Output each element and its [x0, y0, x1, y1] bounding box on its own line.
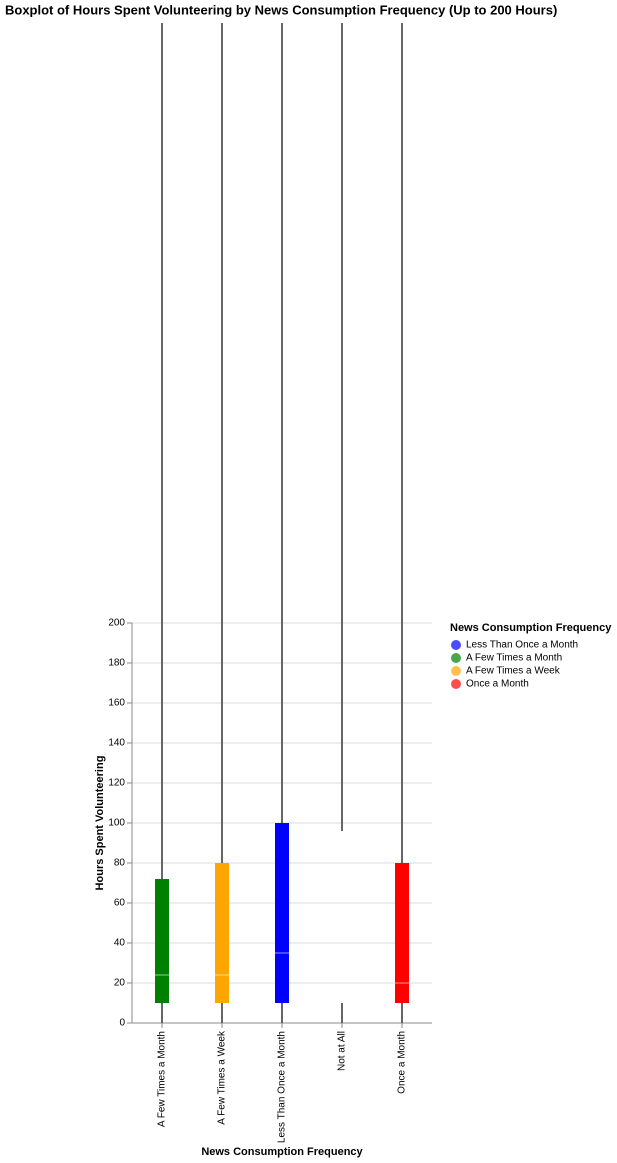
- legend-swatch: [451, 679, 461, 689]
- x-tick-label: A Few Times a Week: [217, 1030, 228, 1125]
- y-tick-label: 100: [108, 818, 125, 829]
- y-tick-label: 0: [119, 1018, 125, 1029]
- x-tick-label: Once a Month: [397, 1031, 408, 1094]
- y-tick-label: 40: [114, 938, 126, 949]
- chart-title: Boxplot of Hours Spent Volunteering by N…: [5, 2, 557, 17]
- y-tick-label: 20: [114, 978, 126, 989]
- legend-swatch: [451, 666, 461, 676]
- y-axis-title: Hours Spent Volunteering: [94, 756, 106, 891]
- box: [215, 863, 229, 1003]
- legend-label: A Few Times a Month: [466, 653, 562, 664]
- y-tick-label: 80: [114, 858, 126, 869]
- legend-label: Once a Month: [466, 679, 529, 690]
- legend-label: Less Than Once a Month: [466, 640, 578, 651]
- box: [335, 831, 349, 1003]
- legend-title: News Consumption Frequency: [450, 622, 612, 634]
- x-tick-label: Less Than Once a Month: [277, 1031, 288, 1143]
- box: [395, 863, 409, 1003]
- x-tick-label: Not at All: [337, 1031, 348, 1071]
- box: [155, 879, 169, 1003]
- x-axis-title: News Consumption Frequency: [201, 1146, 363, 1158]
- y-tick-label: 140: [108, 738, 125, 749]
- y-tick-label: 180: [108, 658, 125, 669]
- y-tick-label: 120: [108, 778, 125, 789]
- y-tick-label: 160: [108, 698, 125, 709]
- box: [275, 823, 289, 1003]
- legend-label: A Few Times a Week: [466, 666, 561, 677]
- legend-swatch: [451, 653, 461, 663]
- x-tick-label: A Few Times a Month: [157, 1031, 168, 1127]
- legend-swatch: [451, 640, 461, 650]
- y-tick-label: 60: [114, 898, 126, 909]
- y-tick-label: 200: [108, 618, 125, 629]
